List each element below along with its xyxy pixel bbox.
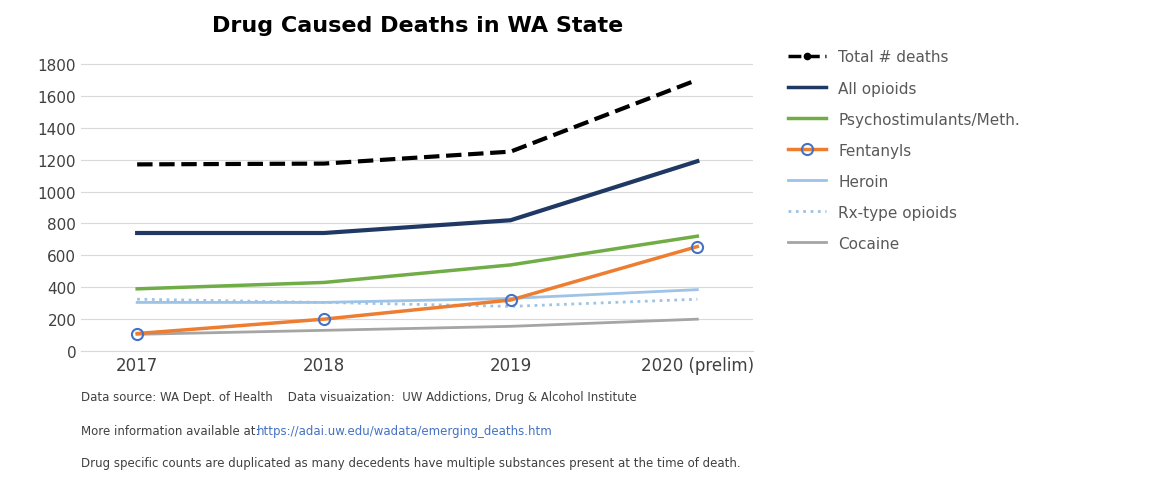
Text: Data source: WA Dept. of Health    Data visuaization:  UW Addictions, Drug & Alc: Data source: WA Dept. of Health Data vis… — [81, 390, 637, 404]
Text: More information available at:: More information available at: — [81, 425, 267, 438]
Text: Drug specific counts are duplicated as many decedents have multiple substances p: Drug specific counts are duplicated as m… — [81, 456, 741, 469]
Text: https://adai.uw.edu/wadata/emerging_deaths.htm: https://adai.uw.edu/wadata/emerging_deat… — [257, 425, 553, 438]
Title: Drug Caused Deaths in WA State: Drug Caused Deaths in WA State — [212, 16, 622, 36]
Legend: Total # deaths, All opioids, Psychostimulants/Meth., Fentanyls, Heroin, Rx-type : Total # deaths, All opioids, Psychostimu… — [788, 50, 1020, 251]
